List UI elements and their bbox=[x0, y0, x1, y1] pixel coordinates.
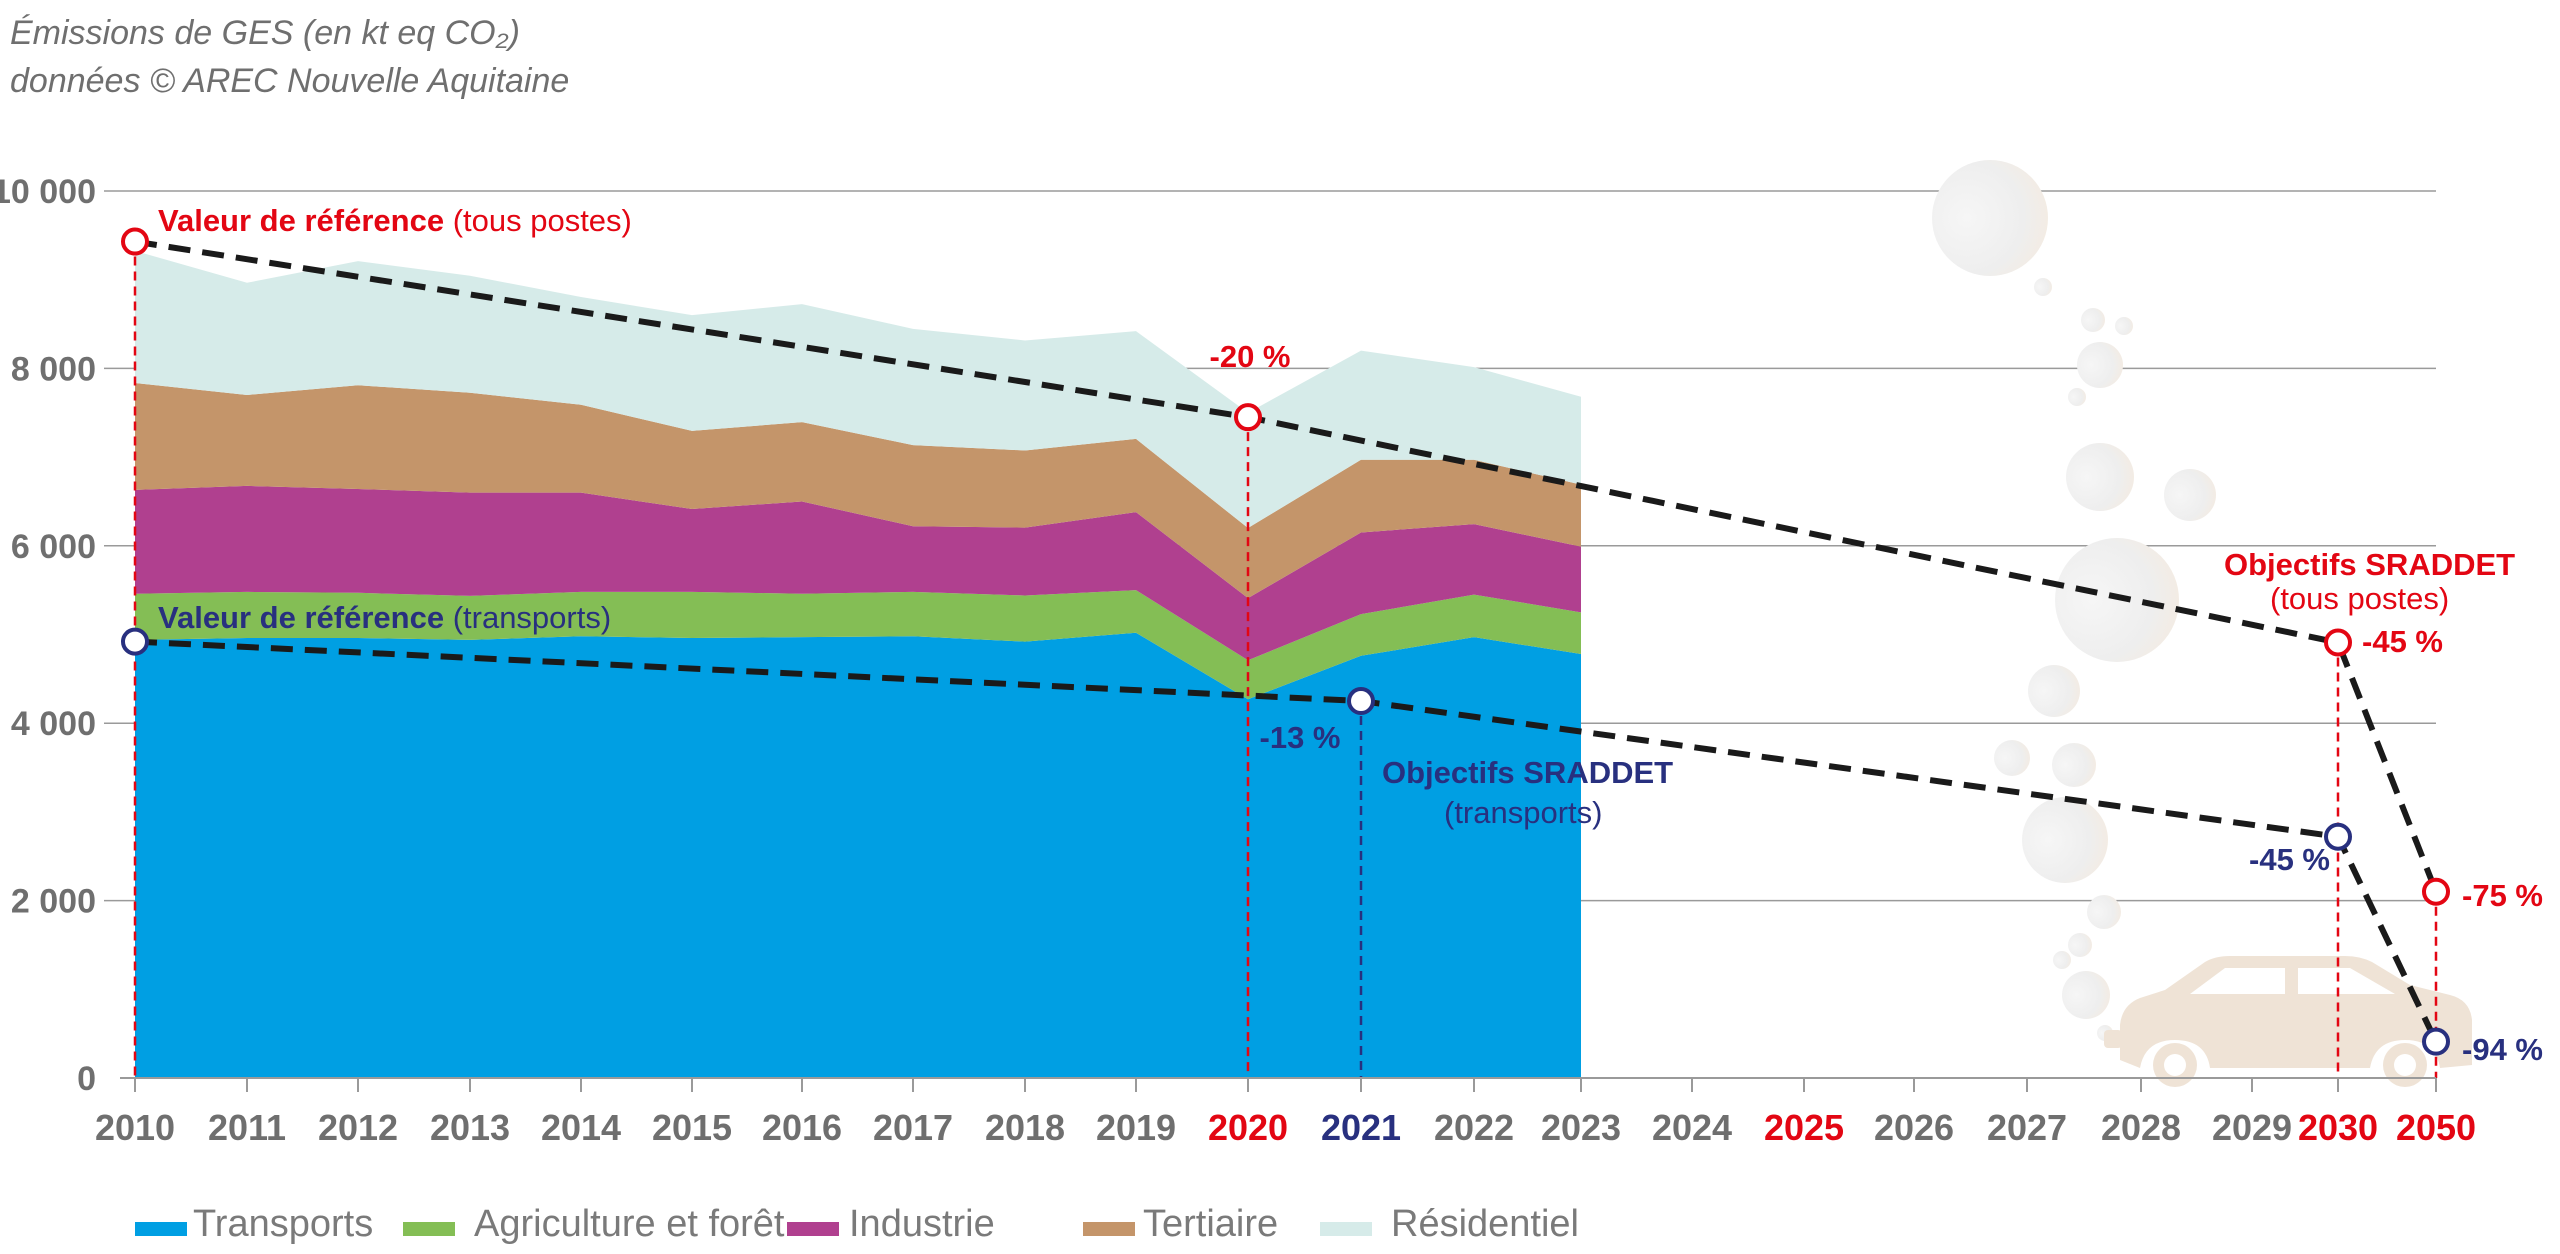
y-tick-label: 6 000 bbox=[11, 528, 96, 566]
chart-title: Émissions de GES (en kt eq CO₂) bbox=[10, 14, 520, 52]
annotation-reference-transports: Valeur de référence (transports) bbox=[158, 600, 611, 635]
x-tick-label: 2018 bbox=[985, 1107, 1065, 1148]
legend-swatch bbox=[403, 1222, 455, 1236]
x-tick-label: 2012 bbox=[318, 1107, 398, 1148]
x-tick-label: 2010 bbox=[95, 1107, 175, 1148]
area-transports bbox=[135, 632, 1581, 1078]
x-tick-label: 2013 bbox=[430, 1107, 510, 1148]
annotation-reference-all: Valeur de référence (tous postes) bbox=[158, 203, 632, 238]
legend-swatch bbox=[1083, 1222, 1135, 1236]
area-agriculture-et-forêt bbox=[135, 590, 1581, 700]
x-tick-label: 2015 bbox=[652, 1107, 732, 1148]
trajectory-percent-label: -45 % bbox=[2362, 624, 2443, 659]
annotation-objectives-transports: Objectifs SRADDET bbox=[1382, 755, 1673, 790]
legend-swatch bbox=[1320, 1222, 1372, 1236]
y-axis-labels: 0 2 000 4 000 6 000 8 000 10 000 bbox=[0, 173, 96, 1098]
trajectory-point bbox=[2324, 822, 2352, 851]
trajectory-percent-label: -13 % bbox=[1260, 720, 1341, 755]
legend-label: Agriculture et forêt bbox=[474, 1203, 785, 1245]
x-tick-label: 2028 bbox=[2101, 1107, 2181, 1148]
trajectory-lines: -20 % -45 % -75 % -13 % -45 % -94 % bbox=[121, 227, 2543, 1067]
trajectory-line bbox=[134, 238, 2439, 893]
x-tick-label: 2025 bbox=[1764, 1107, 1844, 1148]
x-tick-label: 2023 bbox=[1541, 1107, 1621, 1148]
x-axis: 2010 2011 2012 2013 2014 2015 2016 2017 2018 2019… bbox=[95, 1077, 2476, 1148]
trajectory-point bbox=[121, 227, 149, 256]
legend-swatch bbox=[135, 1222, 187, 1236]
annotations: Valeur de référence (tous postes) Valeur… bbox=[158, 203, 2515, 830]
trajectory-point bbox=[2422, 1027, 2450, 1056]
trajectory-percent-label: -45 % bbox=[2249, 842, 2330, 877]
legend-swatch bbox=[787, 1222, 839, 1236]
trajectory-percent-label: -94 % bbox=[2462, 1032, 2543, 1067]
legend: Transports Agriculture et forêt Industrie T… bbox=[135, 1203, 1579, 1245]
area-industrie bbox=[135, 485, 1581, 661]
car-with-exhaust-bubbles-icon bbox=[1932, 160, 2472, 1087]
chart-subtitle: données © AREC Nouvelle Aquitaine bbox=[10, 62, 569, 100]
x-tick-label: 2019 bbox=[1096, 1107, 1176, 1148]
x-tick-label: 2016 bbox=[762, 1107, 842, 1148]
x-tick-label: 2026 bbox=[1874, 1107, 1954, 1148]
y-tick-label: 10 000 bbox=[0, 173, 96, 211]
x-tick-label: 2017 bbox=[873, 1107, 953, 1148]
target-guides bbox=[133, 241, 2438, 1078]
legend-label: Transports bbox=[193, 1203, 373, 1245]
y-tick-label: 2 000 bbox=[11, 883, 96, 921]
x-tick-label: 2021 bbox=[1321, 1107, 1401, 1148]
annotation-objectives-all: Objectifs SRADDET bbox=[2224, 547, 2515, 582]
trajectory-point bbox=[2324, 628, 2352, 657]
area-tertiaire bbox=[135, 383, 1581, 599]
x-tick-label: 2022 bbox=[1434, 1107, 1514, 1148]
x-tick-label: 2020 bbox=[1208, 1107, 1288, 1148]
x-tick-label: 2027 bbox=[1987, 1107, 2067, 1148]
x-tick-label: 2011 bbox=[208, 1107, 286, 1148]
annotation-objectives-transports-sub: (transports) bbox=[1444, 795, 1602, 830]
trajectory-percent-label: -20 % bbox=[1210, 339, 1291, 374]
trajectory-point bbox=[1234, 403, 1262, 432]
x-tick-label: 2029 bbox=[2212, 1107, 2292, 1148]
annotation-objectives-all-sub: (tous postes) bbox=[2270, 581, 2449, 616]
stacked-areas bbox=[135, 250, 1581, 1078]
y-tick-label: 0 bbox=[77, 1060, 96, 1098]
trajectory-percent-label: -75 % bbox=[2462, 878, 2543, 913]
legend-label: Industrie bbox=[849, 1203, 995, 1245]
trajectory-point bbox=[121, 627, 149, 656]
x-tick-label: 2014 bbox=[541, 1107, 621, 1148]
y-tick-label: 8 000 bbox=[11, 350, 96, 388]
trajectory-point bbox=[2422, 877, 2450, 906]
x-tick-label: 2050 bbox=[2396, 1107, 2476, 1148]
x-tick-label: 2030 bbox=[2298, 1107, 2378, 1148]
legend-label: Résidentiel bbox=[1391, 1203, 1579, 1245]
legend-label: Tertiaire bbox=[1143, 1203, 1278, 1245]
y-tick-label: 4 000 bbox=[11, 705, 96, 743]
trajectory-line bbox=[134, 638, 2439, 1043]
area-résidentiel bbox=[135, 250, 1581, 529]
x-tick-label: 2024 bbox=[1652, 1107, 1732, 1148]
trajectory-point bbox=[1347, 687, 1375, 716]
